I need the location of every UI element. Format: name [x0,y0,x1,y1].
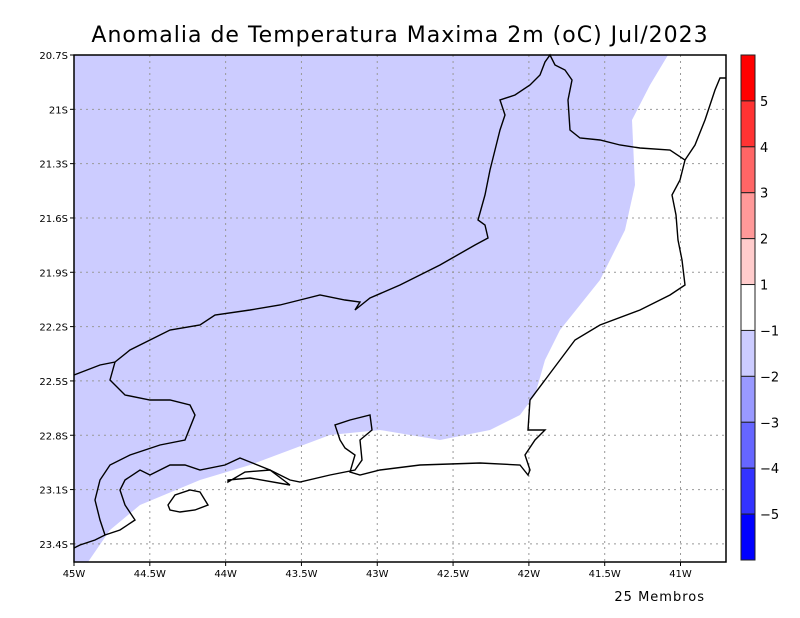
colorbar-label: −2 [760,370,779,385]
lon-tick-label: 44W [214,569,237,580]
colorbar-label: −3 [760,416,779,431]
lat-tick-label: 21.6S [39,214,68,225]
colorbar-swatch [740,54,756,102]
colorbar-label: −4 [760,462,779,477]
lat-tick-label: 22.2S [39,323,68,334]
colorbar-label: 2 [760,233,768,248]
lat-tick-label: 21.3S [39,160,68,171]
lon-tick-label: 42W [518,569,541,580]
longitude-axis: 45W 44.5W 44W 43.5W 43W 42.5W 42W 41.5W 41W [63,562,692,580]
lat-tick-label: 21S [49,105,68,116]
colorbar: 5 4 3 2 1 −1 −2 −3 −4 −5 [740,54,779,561]
lat-tick-label: 23.4S [39,540,68,551]
colorbar-label: 4 [760,141,768,156]
grid-lines [74,55,726,562]
anomaly-region-minus1-to-minus2 [74,55,668,562]
colorbar-swatch [740,100,756,148]
colorbar-label: −1 [760,324,779,339]
colorbar-label: 1 [760,279,768,294]
colorbar-swatch [740,284,756,331]
lon-tick-label: 41W [669,569,692,580]
lon-tick-label: 45W [63,569,86,580]
colorbar-swatch [740,467,756,515]
lat-tick-label: 23.1S [39,486,68,497]
map-title: Anomalia de Temperatura Maxima 2m (oC) J… [91,23,708,48]
lat-tick-label: 21.9S [39,268,68,279]
lat-tick-label: 22.8S [39,431,68,442]
colorbar-swatch [740,329,756,377]
coastline-and-borders [73,53,726,549]
colorbar-label: −5 [760,508,779,523]
lat-tick-label: 22.5S [39,377,68,388]
map-frame [73,54,727,563]
colorbar-swatch [740,513,756,561]
colorbar-swatch [740,192,756,240]
colorbar-label: 5 [760,95,768,110]
lon-tick-label: 43.5W [285,569,317,580]
lon-tick-label: 42.5W [437,569,469,580]
colorbar-swatch [740,375,756,423]
colorbar-swatch [740,238,756,286]
lon-tick-label: 43W [366,569,389,580]
colorbar-swatch [740,421,756,469]
lat-tick-label: 20.7S [39,51,68,62]
ensemble-members-note: 25 Membros [614,590,705,605]
latitude-axis: 20.7S 21S 21.3S 21.6S 21.9S 22.2S 22.5S 22.8S 23… [39,51,74,551]
colorbar-label: 3 [760,187,768,202]
lon-tick-label: 41.5W [589,569,621,580]
lon-tick-label: 44.5W [134,569,166,580]
colorbar-swatch [740,146,756,194]
